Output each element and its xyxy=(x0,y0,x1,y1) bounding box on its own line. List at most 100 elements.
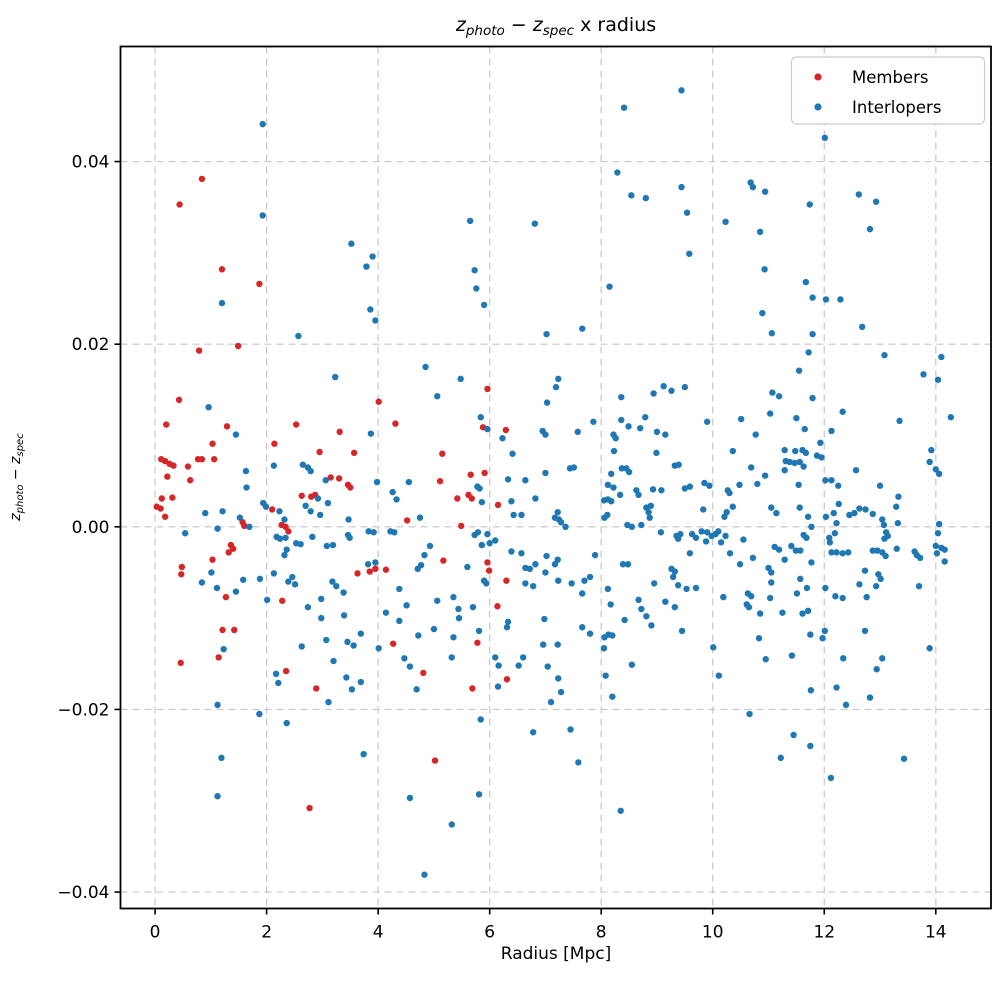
data-point xyxy=(653,428,661,436)
data-point xyxy=(648,622,655,629)
data-point xyxy=(833,549,840,556)
data-point xyxy=(822,584,829,592)
x-tick-label: 6 xyxy=(484,923,495,943)
data-point xyxy=(276,535,284,542)
data-point xyxy=(703,418,711,425)
data-point xyxy=(756,610,764,617)
data-point xyxy=(840,655,847,662)
data-point xyxy=(422,363,429,371)
data-point xyxy=(478,498,486,506)
data-point xyxy=(360,750,367,758)
data-point xyxy=(509,450,516,457)
data-point xyxy=(675,461,682,468)
data-point xyxy=(801,425,808,433)
data-point xyxy=(526,565,534,573)
data-point xyxy=(941,546,948,553)
data-point xyxy=(450,634,457,641)
data-point xyxy=(164,473,171,480)
data-point xyxy=(518,550,525,557)
data-point xyxy=(809,294,816,301)
data-point xyxy=(681,485,689,492)
data-point xyxy=(276,508,283,515)
data-point xyxy=(833,519,840,527)
data-point xyxy=(292,421,300,428)
data-point xyxy=(357,678,365,686)
data-point xyxy=(807,742,814,750)
data-point xyxy=(926,645,933,652)
data-point xyxy=(448,654,455,661)
data-point xyxy=(187,477,194,484)
data-point xyxy=(835,482,842,489)
data-point xyxy=(389,640,397,647)
data-point xyxy=(802,449,810,457)
data-point xyxy=(366,568,373,575)
data-point xyxy=(703,529,711,536)
data-point xyxy=(306,804,313,812)
data-point xyxy=(420,669,427,677)
y-tick-label: −0.04 xyxy=(57,883,109,903)
x-tick-label: 12 xyxy=(813,923,835,943)
data-point xyxy=(678,627,686,635)
data-point xyxy=(503,577,510,584)
data-point xyxy=(554,508,561,516)
data-point xyxy=(807,631,814,638)
data-point xyxy=(483,580,490,587)
data-point xyxy=(357,630,365,637)
data-point xyxy=(158,495,165,502)
data-point xyxy=(788,652,796,659)
data-point xyxy=(468,495,476,502)
x-tick-label: 0 xyxy=(150,923,161,943)
data-point xyxy=(795,481,802,489)
data-point xyxy=(799,610,806,617)
data-point xyxy=(722,218,729,226)
data-point xyxy=(618,465,626,472)
data-point xyxy=(271,440,278,447)
data-point xyxy=(401,655,408,662)
data-point xyxy=(510,511,517,519)
data-point xyxy=(382,609,390,616)
data-point xyxy=(382,566,390,573)
data-point xyxy=(928,446,935,454)
data-point xyxy=(522,477,529,484)
data-point xyxy=(455,614,463,622)
data-point xyxy=(856,505,863,512)
data-point xyxy=(298,492,305,499)
data-point xyxy=(802,278,810,286)
data-point xyxy=(494,501,502,509)
data-point xyxy=(607,601,614,608)
data-point xyxy=(804,607,812,615)
data-point xyxy=(478,541,486,549)
data-point xyxy=(365,528,372,535)
axes-frame xyxy=(119,45,992,910)
data-point xyxy=(454,495,461,502)
data-point xyxy=(797,547,804,554)
data-point xyxy=(372,565,379,573)
data-point xyxy=(466,217,474,225)
data-point xyxy=(215,654,222,661)
data-point xyxy=(492,537,499,544)
data-point xyxy=(557,688,565,696)
data-point xyxy=(796,504,803,511)
data-point xyxy=(480,301,488,309)
data-point xyxy=(324,499,332,507)
data-point xyxy=(485,567,493,574)
data-point xyxy=(518,511,525,519)
data-point xyxy=(579,624,586,631)
data-point xyxy=(759,309,766,317)
data-point xyxy=(729,447,737,455)
data-point xyxy=(344,531,352,539)
data-point xyxy=(755,635,763,642)
data-point xyxy=(314,495,322,502)
y-tick-label: 0.04 xyxy=(72,153,110,173)
data-point xyxy=(289,573,296,581)
data-point xyxy=(806,201,813,208)
data-point xyxy=(562,523,569,531)
data-point xyxy=(208,569,215,576)
data-point xyxy=(263,596,271,604)
data-point xyxy=(736,561,744,568)
data-point xyxy=(268,506,276,513)
data-point xyxy=(934,530,942,537)
data-point xyxy=(845,549,852,556)
scatter-points xyxy=(153,87,955,878)
data-point xyxy=(863,593,870,601)
